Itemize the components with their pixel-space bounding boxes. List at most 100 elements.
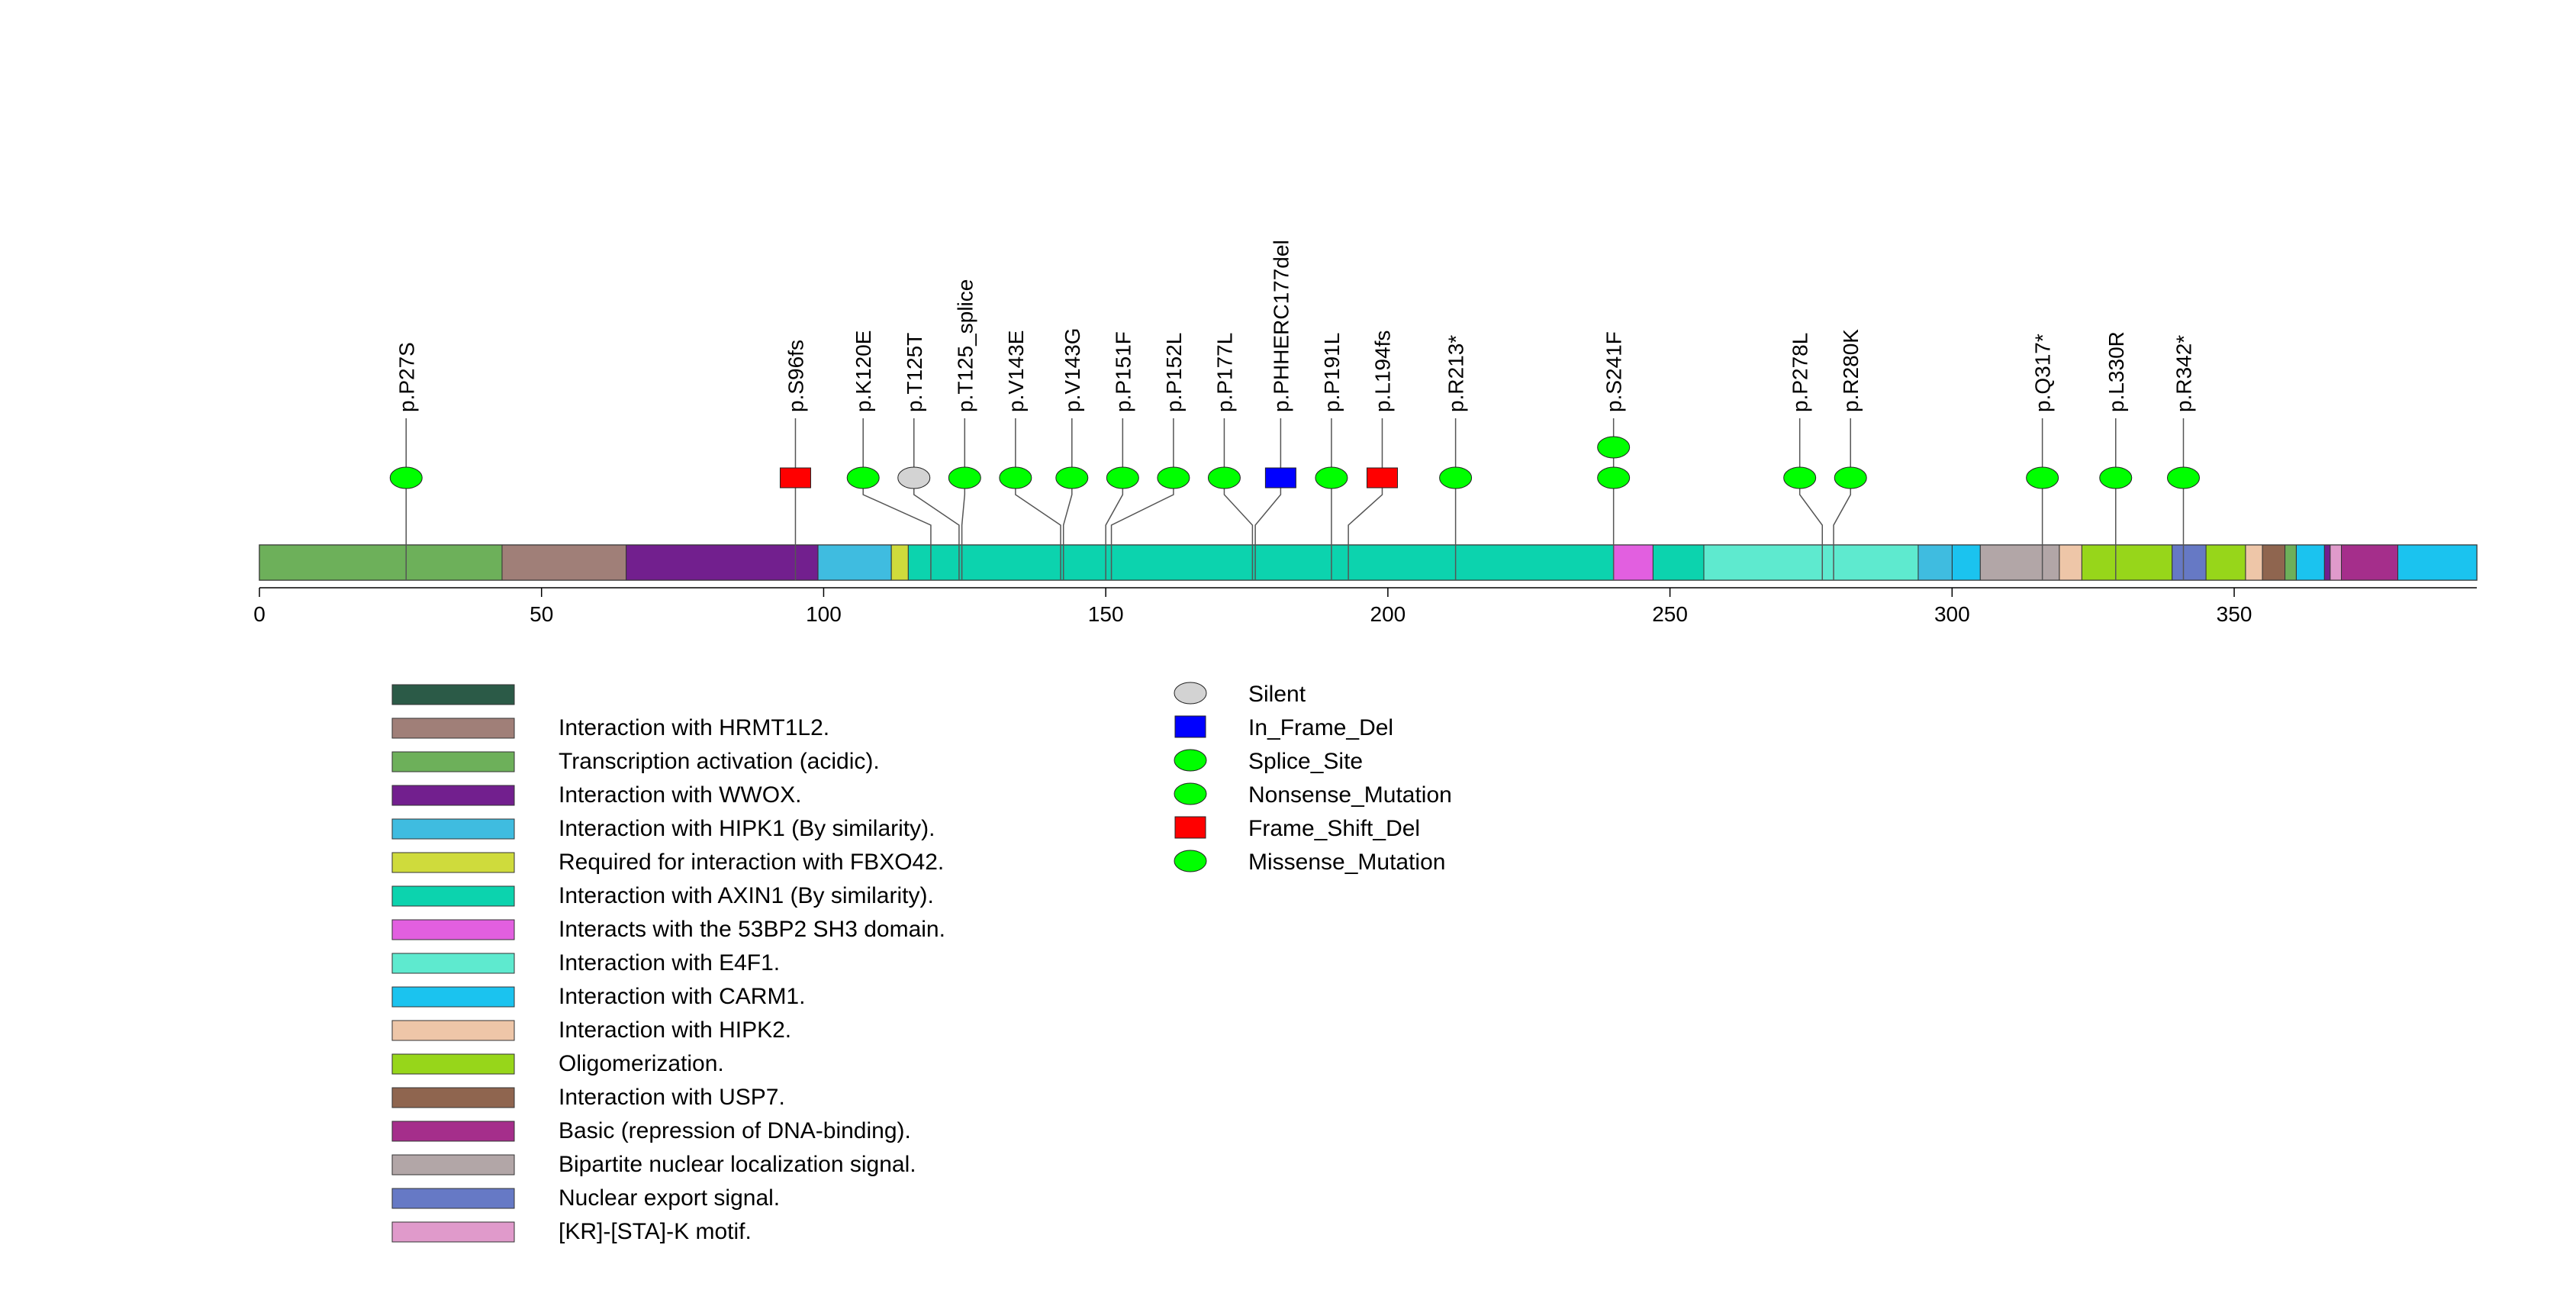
domain-segment (1613, 544, 1653, 581)
mutation-legend-swatch (1174, 782, 1207, 805)
x-tick-label: 300 (1934, 602, 1970, 626)
domain-segment (2285, 544, 2297, 581)
mutation-marker (1157, 466, 1190, 489)
mutation-label: p.L194fs (1370, 331, 1394, 412)
domain-segment (2205, 544, 2246, 581)
mutation-marker (1055, 466, 1089, 489)
mutation-marker (1106, 466, 1139, 489)
mutation-stem (961, 418, 966, 580)
mutation-label: p.K120E (852, 331, 875, 412)
domain-legend-swatch (391, 953, 515, 974)
domain-segment (2323, 544, 2331, 581)
mutation-lollipop: p.P152L (1110, 333, 1190, 580)
domain-segment (259, 544, 503, 581)
mutation-legend-swatch (1174, 749, 1207, 772)
mutation-lollipop: p.L330R (2099, 331, 2133, 580)
mutation-label: p.V143G (1061, 327, 1084, 412)
domain-legend-swatch (391, 1053, 515, 1075)
domain-segment (2397, 544, 2478, 581)
mutation-label: p.Q317* (2031, 334, 2055, 412)
domain-segment (2330, 544, 2343, 581)
mutation-legend-swatch (1174, 715, 1206, 738)
domain-legend-swatch (391, 1188, 515, 1209)
domain-legend-swatch (391, 684, 515, 705)
mutation-stem (862, 418, 932, 580)
mutation-label: p.S96fs (784, 340, 807, 412)
domain-legend-label: Interaction with HIPK1 (By similarity). (559, 816, 935, 841)
domain-legend-swatch (391, 751, 515, 772)
mutation-lollipop: p.S241F (1597, 331, 1631, 580)
mutation-marker (999, 466, 1032, 489)
domain-legend-swatch (391, 1121, 515, 1142)
mutation-legend-swatch (1174, 850, 1207, 872)
mutation-lollipop: p.L194fs (1348, 331, 1398, 580)
x-axis: 0 50 100 150 200 250 300 350 (253, 587, 2477, 626)
domain-legend-label: Interaction with CARM1. (559, 984, 805, 1009)
mutation-legend-label: Frame_Shift_Del (1248, 816, 1420, 841)
mutation-marker (1207, 466, 1241, 489)
domain-segment (1979, 544, 2060, 581)
mutation-marker (2026, 466, 2059, 489)
mutation-label: p.P177L (1212, 333, 1236, 412)
mutation-lollipop: p.V143E (999, 331, 1061, 580)
mutation-stem (1110, 418, 1174, 580)
domain-legend-label: Required for interaction with FBXO42. (559, 850, 944, 875)
mutation-marker (1783, 466, 1817, 489)
domain-legend-swatch (391, 1020, 515, 1041)
domain-legend-swatch (391, 986, 515, 1008)
x-tick-label: 100 (806, 602, 842, 626)
x-tick-label: 150 (1088, 602, 1124, 626)
mutation-legend-label: Missense_Mutation (1248, 850, 1445, 875)
mutation-marker (1315, 466, 1348, 489)
mutation-lollipop: p.S96fs (779, 340, 811, 580)
domain-segment (1918, 544, 1953, 581)
mutation-label: p.PHHERC177del (1269, 240, 1293, 412)
domain-legend-label: Interaction with HRMT1L2. (559, 715, 829, 740)
domain-segment (1652, 544, 1705, 581)
mutation-lollipop: p.R342* (2166, 335, 2200, 580)
x-tick-label: 350 (2217, 602, 2252, 626)
domain-legend-swatch (391, 885, 515, 907)
mutation-label: p.P191L (1320, 333, 1344, 412)
domain-segment (2295, 544, 2325, 581)
mutation-lollipop: p.P177L (1207, 333, 1254, 580)
mutation-legend-label: Splice_Site (1248, 749, 1363, 774)
mutation-lollipop: p.P278L (1783, 333, 1823, 580)
mutation-stem (1833, 418, 1851, 580)
mutation-marker (948, 466, 981, 489)
domain-segment (890, 544, 909, 581)
domain-legend-swatch (391, 818, 515, 840)
mutation-legend-label: In_Frame_Del (1248, 715, 1393, 740)
domain-legend-label: Interaction with WWOX. (559, 782, 801, 808)
domain-legend-label: Nuclear export signal. (559, 1185, 780, 1211)
domain-legend-swatch (391, 852, 515, 873)
mutation-lollipop: p.Q317* (2026, 334, 2059, 580)
mutation-stem (1223, 418, 1254, 580)
mutation-marker (1264, 467, 1296, 489)
mutation-marker (846, 466, 880, 489)
domain-legend-label: [KR]-[STA]-K motif. (559, 1219, 752, 1244)
domain-legend-swatch (391, 785, 515, 806)
mutation-legend-label: Silent (1248, 682, 1306, 707)
mutation-lollipop: p.PHHERC177del (1254, 240, 1296, 580)
domain-segment (817, 544, 892, 581)
mutation-stem (1348, 418, 1383, 580)
mutation-marker (1834, 466, 1867, 489)
mutation-marker (2099, 466, 2133, 489)
domain-segment (2059, 544, 2082, 581)
mutation-label: p.P27S (394, 342, 418, 412)
domain-legend-label: Interaction with USP7. (559, 1085, 785, 1110)
mutation-lollipop: p.R280K (1833, 329, 1867, 580)
mutation-stem (913, 418, 960, 580)
domain-segment (501, 544, 627, 581)
mutation-marker (389, 466, 423, 489)
mutation-layer: p.P27S p.S96fs p.K120E p.T125T p.T125_splice… (389, 240, 2200, 580)
mutation-marker (1597, 436, 1631, 459)
x-tick-label: 0 (253, 602, 266, 626)
domain-legend-swatch (391, 1221, 515, 1243)
mutation-lollipop: p.T125_splice (948, 279, 981, 580)
mutation-label: p.R280K (1839, 329, 1863, 412)
x-tick-label: 200 (1370, 602, 1406, 626)
domain-legend-label: Interaction with HIPK2. (559, 1017, 791, 1043)
